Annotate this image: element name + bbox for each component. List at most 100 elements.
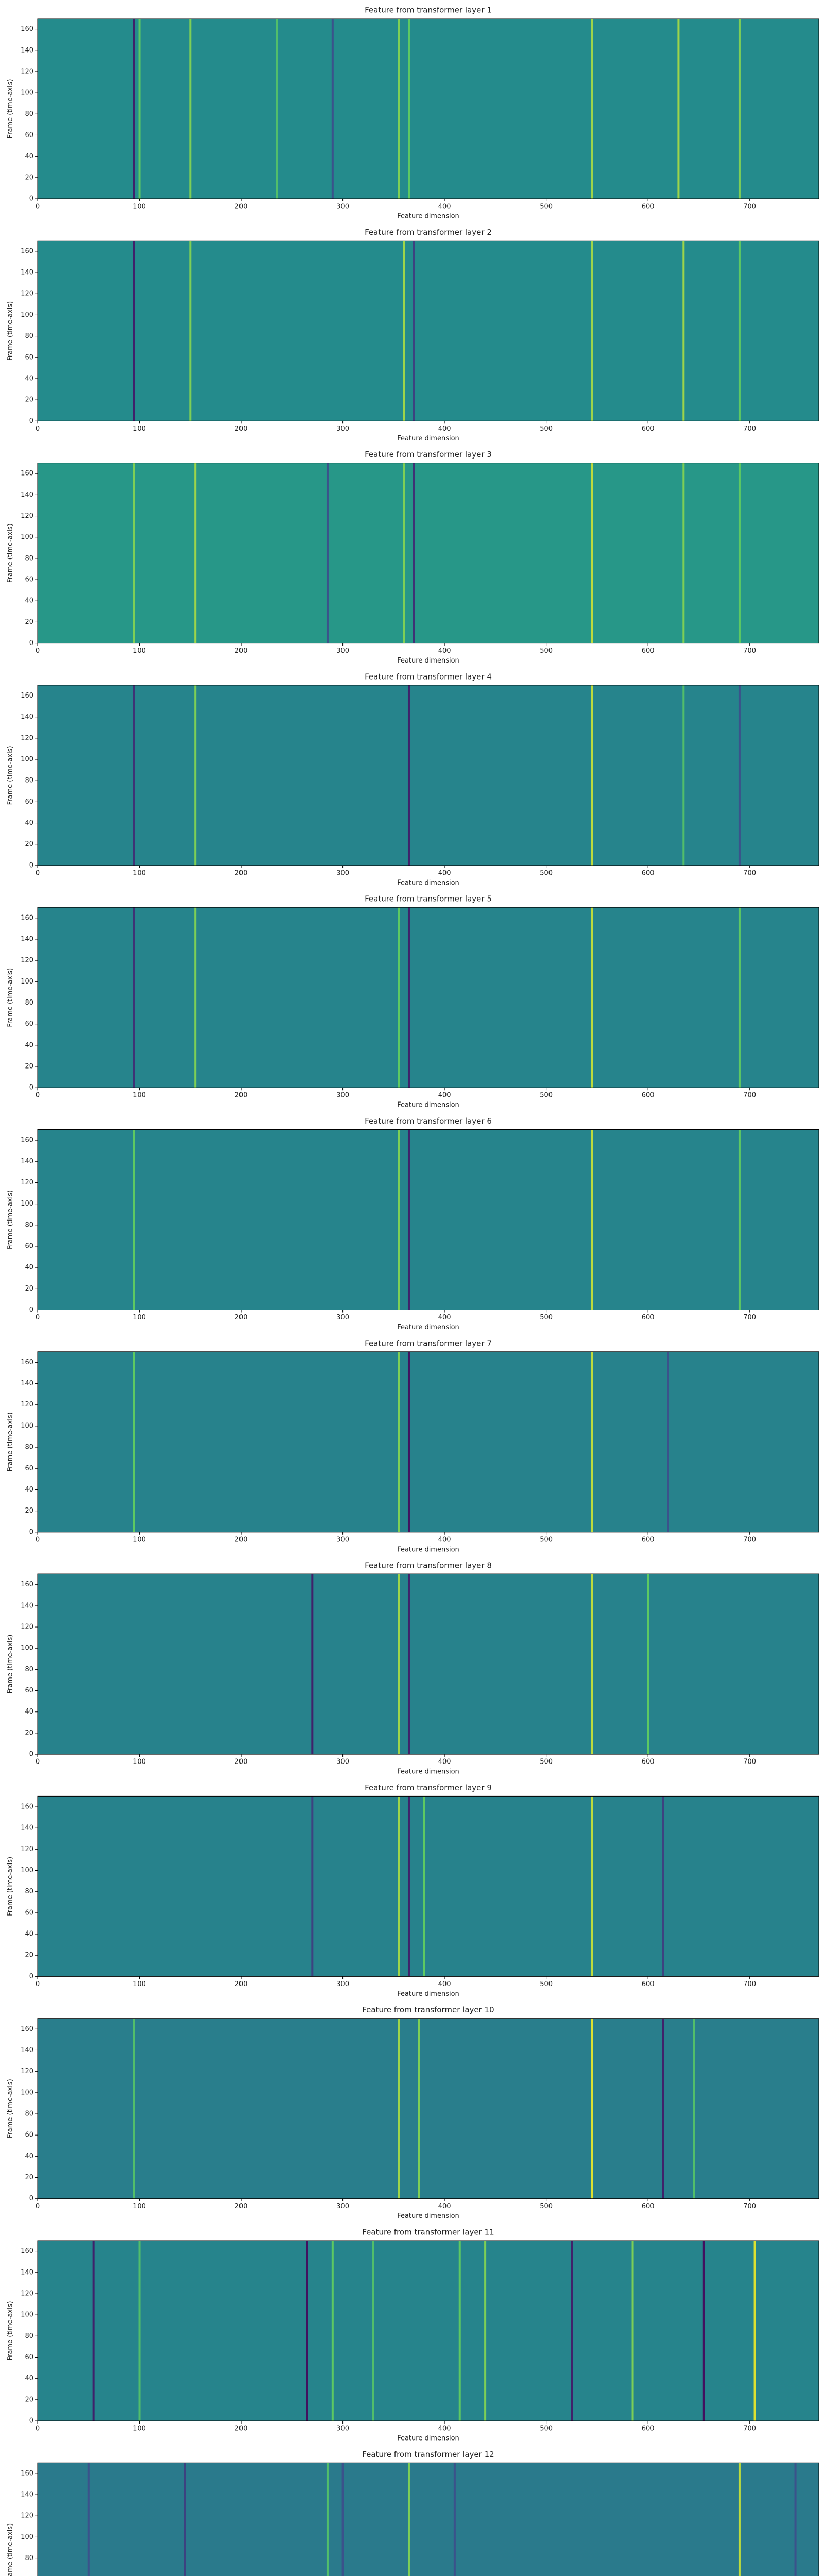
- x-tick-label: 100: [133, 1980, 146, 1988]
- x-axis-label: Feature dimension: [397, 1101, 459, 1109]
- y-tick-label: 160: [21, 247, 33, 255]
- x-axis-label: Feature dimension: [397, 213, 459, 221]
- x-tick-label: 0: [36, 1980, 40, 1988]
- y-tick-label: 60: [25, 353, 33, 361]
- y-tick-label: 20: [25, 2174, 33, 2181]
- heatmap-column: [194, 685, 197, 866]
- y-tick-label: 0: [29, 417, 33, 425]
- heatmap-column: [407, 1351, 410, 1532]
- heatmap-base: [38, 1129, 819, 1310]
- y-tick-label: 100: [21, 2533, 33, 2541]
- y-tick-label: 40: [25, 375, 33, 382]
- heatmap-column: [403, 463, 405, 643]
- y-tick-label: 0: [29, 2195, 33, 2202]
- y-tick-label: 80: [25, 332, 33, 340]
- y-tick-label: 40: [25, 152, 33, 160]
- axes-frame: [37, 240, 819, 421]
- x-tick-label: 700: [743, 1758, 756, 1766]
- y-tick-label: 40: [25, 1486, 33, 1494]
- y-tick-label: 80: [25, 999, 33, 1007]
- x-tick-label: 100: [133, 2202, 146, 2210]
- chart-title: Feature from transformer layer 8: [365, 1561, 492, 1570]
- y-axis-label: Frame (time-axis): [7, 2523, 14, 2576]
- heatmap-base: [38, 2463, 819, 2576]
- x-axis-label: Feature dimension: [397, 435, 459, 443]
- x-tick-label: 400: [438, 1092, 451, 1099]
- x-tick-label: 100: [133, 1314, 146, 1321]
- y-tick-label: 40: [25, 1041, 33, 1049]
- y-tick-label: 40: [25, 2375, 33, 2382]
- heatmap-column: [306, 2241, 308, 2421]
- heatmap-column: [591, 19, 593, 199]
- x-tick-label: 300: [336, 203, 349, 211]
- x-tick-label: 300: [336, 1758, 349, 1766]
- heatmap-column: [738, 907, 741, 1088]
- y-tick-label: 100: [21, 756, 33, 764]
- x-tick-label: 400: [438, 1980, 451, 1988]
- x-tick-label: 300: [336, 647, 349, 655]
- x-tick-label: 100: [133, 425, 146, 433]
- heatmap-base: [38, 685, 819, 866]
- y-tick-label: 120: [21, 2067, 33, 2075]
- y-tick-label: 60: [25, 2131, 33, 2139]
- x-tick-label: 0: [36, 1092, 40, 1099]
- x-tick-label: 100: [133, 2425, 146, 2433]
- x-tick-label: 300: [336, 2202, 349, 2210]
- heatmap-column: [667, 1351, 670, 1532]
- x-tick-label: 700: [743, 869, 756, 877]
- y-tick-label: 60: [25, 1909, 33, 1917]
- heatmap-column: [407, 1574, 410, 1755]
- y-tick-label: 100: [21, 1422, 33, 1430]
- x-tick-label: 600: [642, 1536, 655, 1544]
- heatmap-column: [133, 907, 135, 1088]
- heatmap-column: [87, 2463, 90, 2576]
- chart-title: Feature from transformer layer 12: [362, 2450, 494, 2459]
- x-tick-label: 200: [235, 2202, 248, 2210]
- x-tick-label: 0: [36, 647, 40, 655]
- x-tick-label: 500: [540, 203, 553, 211]
- y-tick-label: 140: [21, 491, 33, 499]
- y-axis-label: Frame (time-axis): [7, 1635, 14, 1694]
- heatmap-column: [738, 2463, 741, 2576]
- y-tick-label: 160: [21, 2247, 33, 2255]
- x-tick-label: 0: [36, 1536, 40, 1544]
- y-tick-label: 140: [21, 935, 33, 943]
- heatmap-column: [738, 685, 741, 866]
- x-tick-label: 200: [235, 647, 248, 655]
- y-tick-label: 100: [21, 978, 33, 986]
- heatmap-column: [484, 2241, 487, 2421]
- x-tick-label: 0: [36, 1314, 40, 1321]
- x-axis-label: Feature dimension: [397, 1324, 459, 1331]
- y-tick-label: 80: [25, 2554, 33, 2562]
- y-tick-label: 60: [25, 1465, 33, 1472]
- heatmap-column: [407, 19, 410, 199]
- x-tick-label: 600: [642, 1092, 655, 1099]
- y-tick-label: 0: [29, 1306, 33, 1314]
- x-tick-label: 0: [36, 2425, 40, 2433]
- x-tick-label: 500: [540, 1536, 553, 1544]
- x-tick-label: 600: [642, 203, 655, 211]
- y-axis-label: Frame (time-axis): [7, 301, 14, 361]
- chart-title: Feature from transformer layer 11: [362, 2228, 494, 2237]
- y-tick-label: 20: [25, 1507, 33, 1515]
- heatmap-column: [398, 1574, 400, 1755]
- heatmap-column: [407, 1129, 410, 1310]
- y-tick-label: 160: [21, 25, 33, 33]
- heatmap-column: [133, 19, 135, 199]
- y-tick-label: 20: [25, 1285, 33, 1293]
- x-tick-label: 300: [336, 1092, 349, 1099]
- y-tick-label: 120: [21, 2512, 33, 2520]
- heatmap-column: [331, 19, 334, 199]
- x-tick-label: 200: [235, 203, 248, 211]
- y-tick-label: 120: [21, 290, 33, 298]
- y-tick-label: 120: [21, 67, 33, 75]
- x-tick-label: 200: [235, 869, 248, 877]
- y-tick-label: 100: [21, 2089, 33, 2096]
- x-axis-label: Feature dimension: [397, 2212, 459, 2220]
- y-tick-label: 160: [21, 2469, 33, 2477]
- heatmap-column: [331, 2241, 334, 2421]
- y-tick-label: 120: [21, 734, 33, 742]
- y-tick-label: 20: [25, 618, 33, 626]
